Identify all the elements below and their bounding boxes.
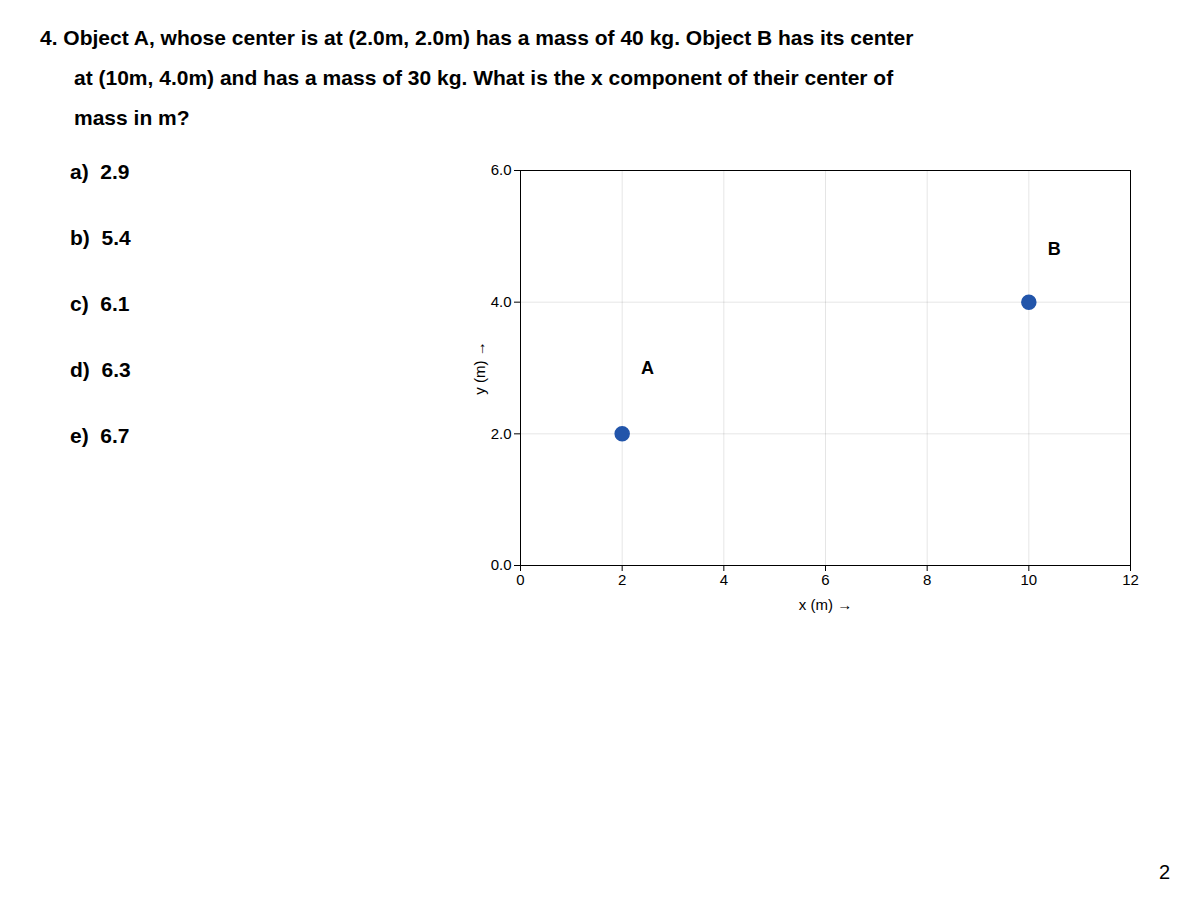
- svg-text:0.0: 0.0: [491, 556, 512, 573]
- html-text:b) 5.4: b) 5.4: [70, 226, 131, 249]
- svg-text:6: 6: [821, 571, 829, 588]
- html-text:4. Object A, whose center is a: 4. Object A, whose center is at (2.0m, 2…: [40, 26, 914, 49]
- html-text:e) 6.7: e) 6.7: [70, 424, 130, 447]
- svg-text:2.0: 2.0: [491, 425, 512, 442]
- svg-text:4: 4: [720, 571, 728, 588]
- html-text:a) 2.9: a) 2.9: [70, 160, 130, 183]
- svg-text:6.0: 6.0: [491, 161, 512, 178]
- svg-text:x (m) →: x (m) →: [799, 596, 852, 613]
- html-text:2: 2: [1158, 861, 1170, 883]
- html-text:d) 6.3: d) 6.3: [70, 358, 131, 381]
- svg-text:0: 0: [516, 571, 524, 588]
- svg-text:4.0: 4.0: [491, 293, 512, 310]
- svg-text:B: B: [1048, 239, 1061, 259]
- svg-text:10: 10: [1020, 571, 1037, 588]
- html-text:at (10m, 4.0m) and has a mass: at (10m, 4.0m) and has a mass of 30 kg. …: [74, 66, 894, 89]
- html-text:c) 6.1: c) 6.1: [70, 292, 130, 315]
- html-text:mass in m?: mass in m?: [74, 106, 190, 129]
- svg-text:A: A: [641, 358, 654, 378]
- svg-text:8: 8: [923, 571, 931, 588]
- svg-text:2: 2: [618, 571, 626, 588]
- svg-text:y (m) →: y (m) →: [471, 341, 488, 394]
- svg-text:12: 12: [1122, 571, 1139, 588]
